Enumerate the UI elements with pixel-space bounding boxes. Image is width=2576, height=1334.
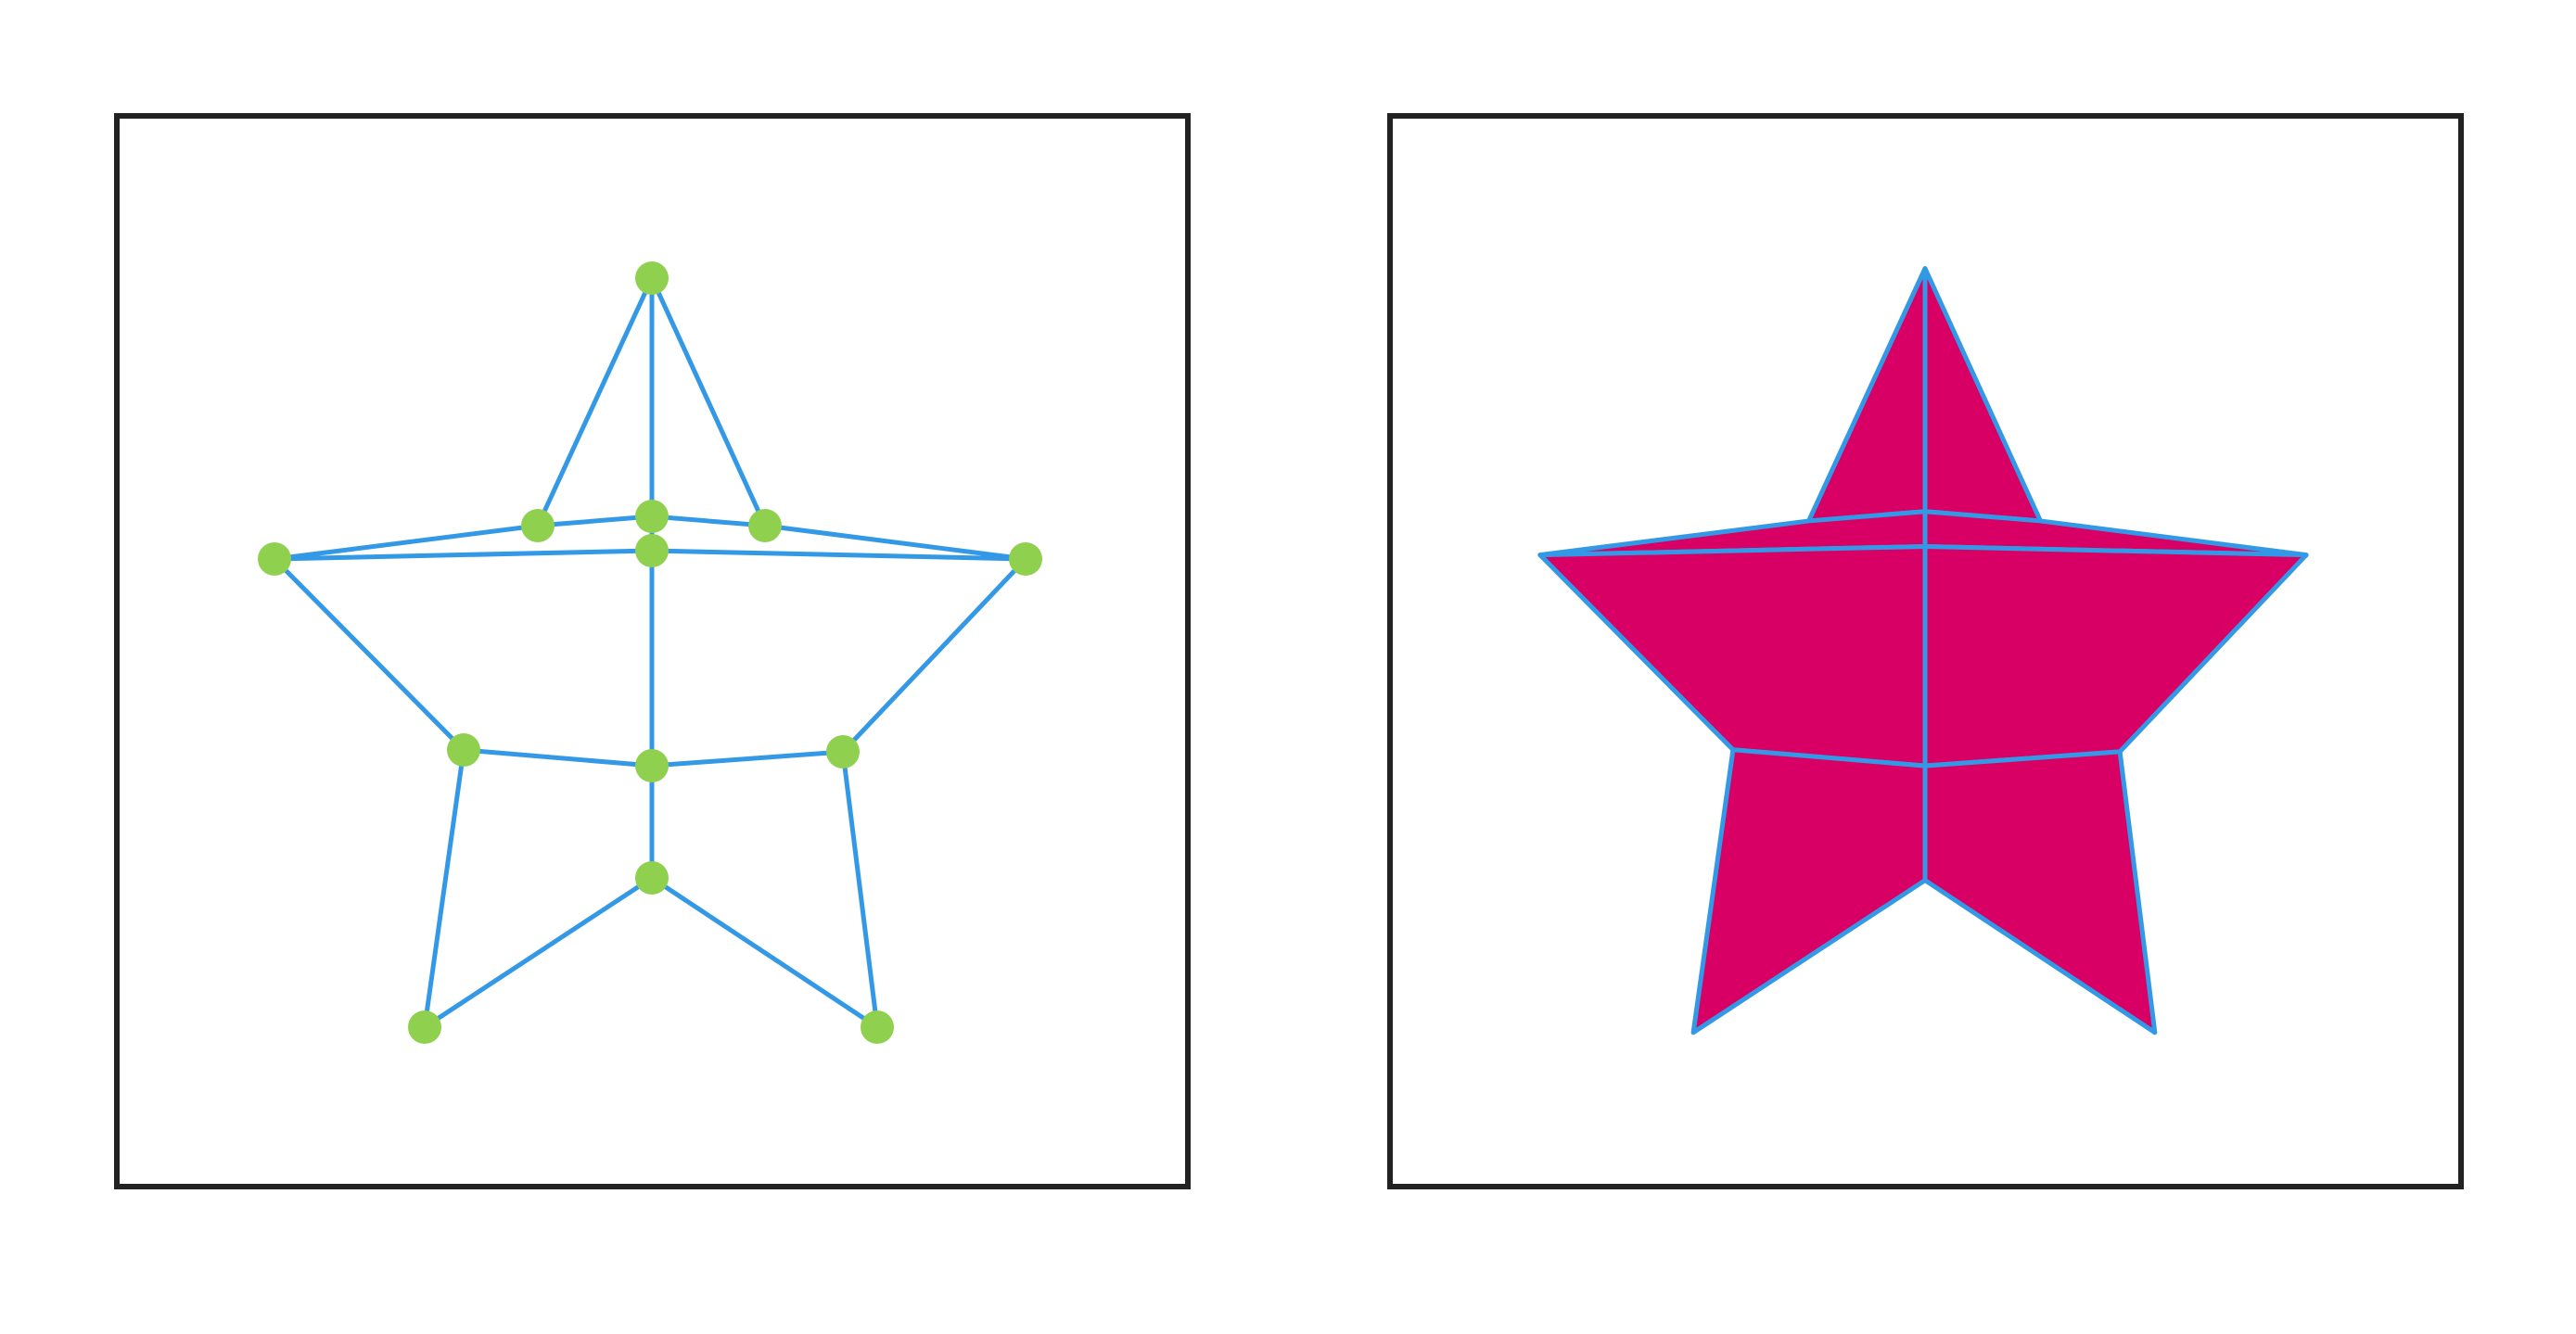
mesh-vertex: [826, 735, 860, 769]
mesh-edge: [422, 747, 466, 1030]
mesh-vertex: [635, 534, 669, 567]
mesh-vertex: [635, 261, 669, 295]
mesh-edge: [422, 875, 655, 1030]
mesh-face: [1922, 543, 2309, 769]
mesh-vertex: [408, 1010, 441, 1044]
panel-frame-filled: [1387, 113, 2464, 1189]
mesh-vertex: [258, 542, 291, 576]
mesh-face: [1537, 543, 1928, 769]
mesh-edge: [649, 514, 768, 528]
panel-frame-wireframe: [114, 113, 1191, 1189]
mesh-vertex: [447, 733, 480, 767]
mesh-vertex: [635, 861, 669, 895]
mesh-vertex: [748, 509, 782, 542]
mesh-vertex: [635, 749, 669, 782]
mesh-edge: [535, 514, 655, 528]
mesh-edge: [840, 749, 880, 1030]
star-wireframe: [258, 261, 1042, 1044]
mesh-face: [1690, 747, 1928, 1035]
mesh-edge: [840, 556, 1028, 755]
mesh-edge: [762, 523, 1028, 562]
mesh-edge: [272, 548, 655, 562]
star-filled: [1537, 266, 2309, 1035]
mesh-edge: [272, 556, 466, 753]
mesh-edge: [272, 523, 541, 562]
mesh-edge: [649, 749, 846, 769]
mesh-edge: [461, 747, 655, 769]
mesh-face: [1922, 266, 2043, 524]
mesh-edge: [649, 275, 768, 528]
mesh-face: [1922, 749, 2158, 1035]
mesh-edge: [649, 875, 880, 1030]
mesh-edge: [649, 548, 1028, 562]
mesh-vertex: [635, 500, 669, 533]
mesh-vertex: [521, 509, 555, 542]
mesh-vertex: [1009, 542, 1042, 576]
mesh-face: [1806, 266, 1928, 524]
mesh-vertex: [861, 1010, 894, 1044]
mesh-edge: [535, 275, 655, 528]
